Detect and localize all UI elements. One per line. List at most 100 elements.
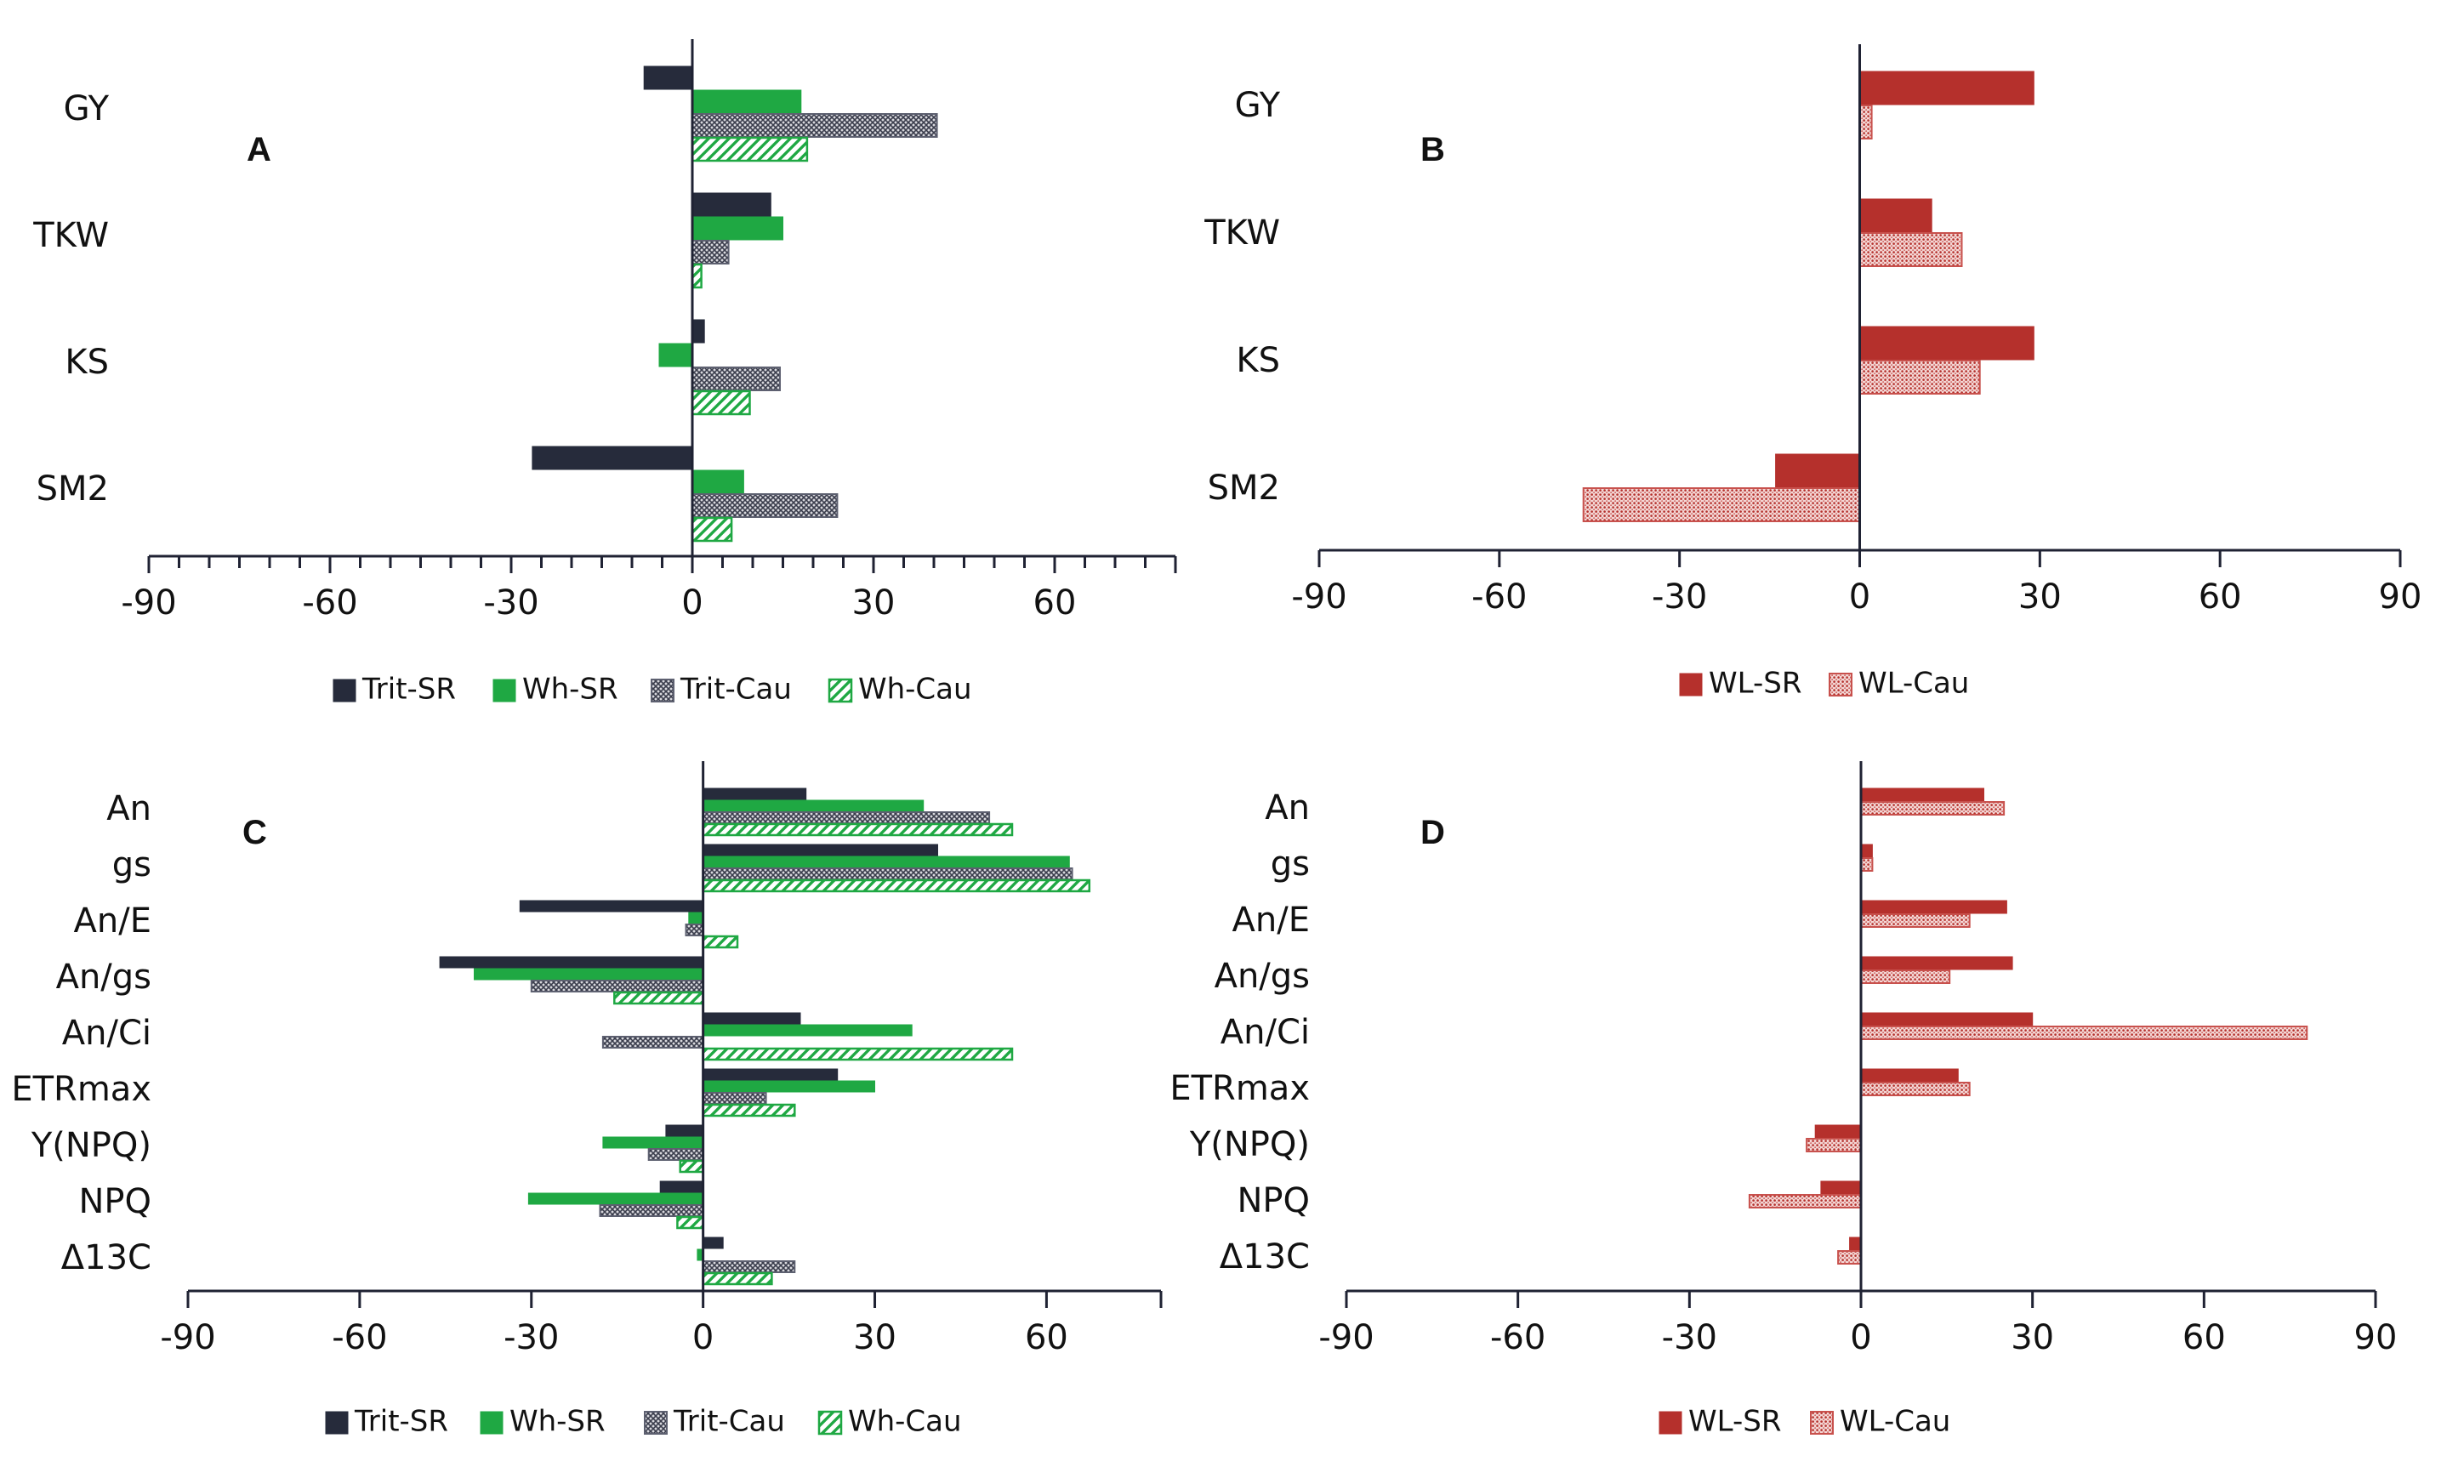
bar-c-wh-cau-7	[676, 1215, 704, 1230]
x-tick-label: 0	[681, 583, 703, 623]
legend-label-trit-sr: Trit-SR	[354, 1405, 448, 1439]
bar-a-wh-cau-1	[691, 263, 703, 289]
legend-marker-wl-cau	[1810, 1411, 1834, 1435]
bar-c-trit-sr-3	[439, 956, 704, 969]
bar-d-wl-cau-3	[1860, 969, 1951, 984]
bar-c-wh-sr-0	[703, 799, 925, 812]
bar-b-wl-sr-1	[1859, 198, 1932, 233]
x-tick-label: -60	[1490, 1318, 1545, 1357]
bar-a-wh-sr-0	[691, 89, 802, 114]
bar-a-trit-sr-0	[643, 65, 693, 90]
bar-c-trit-cau-0	[702, 811, 991, 824]
legend-marker-wh-sr	[492, 679, 516, 702]
bar-a-wh-cau-3	[691, 516, 733, 543]
bar-c-wh-sr-3	[474, 968, 704, 981]
bar-c-wh-cau-1	[702, 878, 1091, 893]
category-label: SM2	[37, 469, 109, 509]
bar-c-wh-cau-3	[613, 991, 704, 1005]
x-tick-label: 0	[1850, 1318, 1871, 1357]
x-tick-label: 0	[1849, 577, 1870, 617]
panel-letter: D	[1420, 814, 1445, 851]
bar-a-wh-sr-3	[691, 469, 744, 494]
bar-d-wl-cau-4	[1860, 1026, 2308, 1040]
bar-c-trit-cau-6	[647, 1148, 704, 1161]
bar-a-trit-sr-3	[532, 446, 693, 470]
x-tick-label: 30	[852, 583, 896, 623]
bar-d-wl-sr-6	[1814, 1124, 1862, 1139]
legend-label-trit-cau: Trit-Cau	[680, 673, 792, 707]
bar-a-wh-cau-2	[691, 389, 751, 416]
legend-label-wh-cau: Wh-Cau	[848, 1405, 962, 1439]
bar-c-trit-sr-1	[703, 844, 938, 856]
bar-d-wl-sr-7	[1820, 1180, 1862, 1195]
legend-label-wh-sr: Wh-SR	[509, 1405, 606, 1439]
bar-c-trit-sr-6	[665, 1124, 704, 1137]
category-label: An	[106, 789, 151, 828]
legend-marker-wh-cau	[817, 1410, 843, 1436]
bar-d-wl-cau-6	[1806, 1138, 1863, 1152]
category-label: ETRmax	[11, 1070, 151, 1109]
x-tick-label: -90	[160, 1318, 215, 1357]
bar-c-trit-sr-8	[703, 1237, 724, 1249]
legend-label-wh-cau: Wh-Cau	[858, 673, 972, 707]
legend: WL-SR WL-Cau	[1659, 1405, 1950, 1439]
x-tick-label: -60	[302, 583, 357, 623]
x-tick-label: 90	[2354, 1318, 2398, 1357]
legend-label-trit-cau: Trit-Cau	[673, 1405, 785, 1439]
category-label: Δ13C	[61, 1238, 151, 1277]
bar-d-wl-cau-0	[1860, 801, 2006, 816]
category-label: An/gs	[1215, 957, 1310, 996]
bar-c-trit-cau-7	[599, 1204, 704, 1217]
bar-c-wh-cau-2	[702, 935, 739, 949]
bar-c-trit-cau-4	[601, 1036, 704, 1049]
x-tick-label: 90	[2379, 577, 2422, 617]
bar-b-wl-cau-2	[1858, 360, 1981, 395]
category-label: KS	[1236, 341, 1280, 380]
category-label: NPQ	[78, 1182, 151, 1221]
category-label: An/gs	[56, 958, 151, 997]
legend-marker-wl-cau	[1829, 673, 1852, 697]
bar-b-wl-cau-0	[1858, 105, 1873, 139]
category-label: An/E	[74, 901, 151, 941]
x-tick-label: -60	[332, 1318, 387, 1357]
category-label: ETRmax	[1169, 1069, 1310, 1108]
x-tick-label: -90	[121, 583, 176, 623]
category-label: TKW	[1204, 213, 1280, 253]
x-tick-label: -30	[504, 1318, 559, 1357]
panel-letter: B	[1420, 131, 1445, 168]
category-label: KS	[65, 343, 109, 382]
legend: WL-SR WL-Cau	[1679, 667, 1969, 701]
bar-a-wh-sr-1	[691, 216, 783, 241]
bar-c-wh-cau-8	[702, 1271, 773, 1286]
bar-d-wl-sr-1	[1860, 844, 1873, 858]
bar-d-wl-sr-2	[1860, 900, 2007, 914]
bar-d-wl-cau-5	[1860, 1082, 1971, 1096]
x-tick-label: 60	[1033, 583, 1077, 623]
x-tick-label: -60	[1471, 577, 1527, 617]
x-tick-label: 60	[1025, 1318, 1068, 1357]
x-tick-label: -30	[1652, 577, 1707, 617]
bar-c-wh-sr-6	[602, 1136, 704, 1149]
legend-label-wl-cau: WL-Cau	[1858, 667, 1969, 701]
bar-d-wl-cau-8	[1837, 1250, 1863, 1265]
category-label: gs	[1271, 844, 1310, 884]
bar-a-trit-cau-0	[691, 113, 938, 138]
bar-c-wh-cau-6	[679, 1159, 704, 1174]
category-label: An/Ci	[1221, 1013, 1310, 1052]
bar-c-trit-sr-0	[703, 787, 807, 800]
category-label: An/E	[1232, 901, 1310, 940]
category-label: GY	[64, 89, 110, 128]
bar-a-trit-cau-1	[691, 240, 730, 264]
bar-c-trit-cau-3	[530, 980, 704, 992]
bar-c-wh-cau-4	[702, 1047, 1014, 1061]
bar-c-trit-sr-5	[703, 1068, 839, 1081]
legend-marker-trit-sr	[325, 1411, 349, 1435]
bar-c-trit-cau-5	[702, 1092, 767, 1105]
x-tick-label: -30	[1662, 1318, 1717, 1357]
bar-c-wh-cau-0	[702, 822, 1014, 837]
x-tick-label: 60	[2199, 577, 2242, 617]
panel-letter: A	[247, 131, 271, 168]
